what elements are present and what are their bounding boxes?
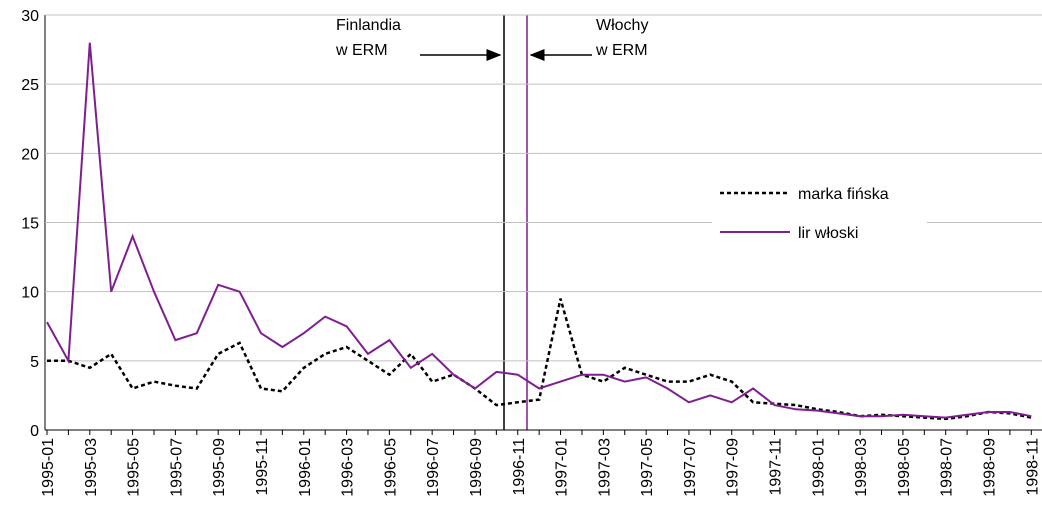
x-tick-label: 1995-01 xyxy=(40,438,57,497)
line xyxy=(47,298,1032,421)
y-tick-label: 15 xyxy=(21,216,39,233)
annotation: Włochy xyxy=(596,17,648,34)
y-tick-label: 10 xyxy=(21,285,39,302)
x-tick-label: 1995-09 xyxy=(211,438,228,497)
x-tick-label: 1995-07 xyxy=(168,438,185,497)
legend-label: marka fińska xyxy=(798,186,889,203)
x-tick-label: 1997-07 xyxy=(682,438,699,497)
x-tick-label: 1998-11 xyxy=(1024,438,1041,496)
y-tick-label: 25 xyxy=(21,77,39,94)
x-tick-label: 1995-03 xyxy=(83,438,100,497)
legend-label: lir włoski xyxy=(798,225,858,242)
annotation: Finlandia xyxy=(336,17,401,34)
x-tick-label: 1996-01 xyxy=(297,438,314,497)
x-tick-label: 1997-05 xyxy=(639,438,656,497)
x-tick-label: 1995-11 xyxy=(254,438,271,496)
y-tick-label: 20 xyxy=(21,146,39,163)
line xyxy=(46,42,1032,419)
x-tick-label: 1996-11 xyxy=(511,438,528,496)
legend-box xyxy=(712,175,927,255)
y-tick-label: 5 xyxy=(30,354,39,371)
x-tick-label: 1998-01 xyxy=(810,438,827,497)
x-tick-label: 1998-07 xyxy=(939,438,956,497)
x-tick-label: 1996-05 xyxy=(382,438,399,497)
x-tick-label: 1995-05 xyxy=(126,438,143,497)
x-tick-label: 1998-05 xyxy=(896,438,913,497)
x-tick-label: 1998-03 xyxy=(853,438,870,497)
annotation: w ERM xyxy=(595,42,648,59)
x-tick-label: 1997-09 xyxy=(725,438,742,497)
y-tick-label: 0 xyxy=(30,423,39,440)
annotation: w ERM xyxy=(335,42,388,59)
y-tick-label: 30 xyxy=(21,8,39,25)
x-tick-label: 1996-07 xyxy=(425,438,442,497)
x-tick-label: 1996-03 xyxy=(340,438,357,497)
x-tick-label: 1997-11 xyxy=(768,438,785,496)
x-tick-label: 1997-01 xyxy=(554,438,571,497)
x-tick-label: 1998-09 xyxy=(982,438,999,497)
x-tick-label: 1996-09 xyxy=(468,438,485,497)
x-tick-label: 1997-03 xyxy=(596,438,613,497)
